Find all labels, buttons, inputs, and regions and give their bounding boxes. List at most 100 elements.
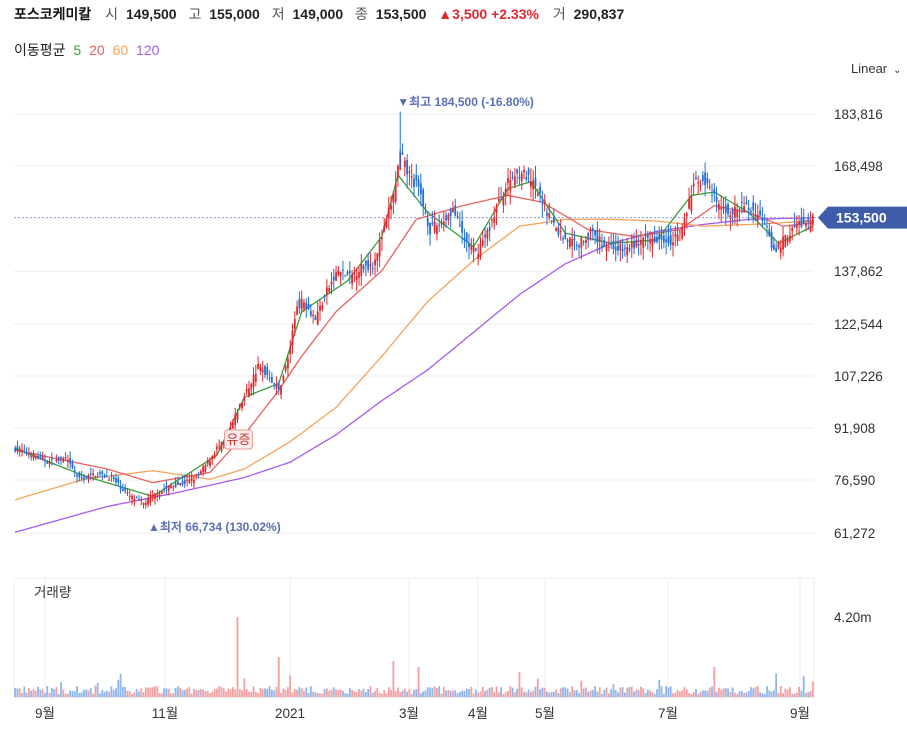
candle-body: [186, 479, 188, 481]
ma60-label[interactable]: 60: [112, 42, 129, 58]
volume-bar: [736, 693, 739, 697]
volume-bar: [454, 690, 457, 697]
candle-body: [752, 202, 755, 211]
candle-body: [463, 238, 466, 240]
candle-body: [204, 465, 207, 472]
candle-body: [429, 223, 431, 235]
candle-body: [685, 213, 688, 217]
volume-bar: [248, 692, 250, 697]
volume-bar: [557, 693, 560, 697]
volume-bar: [176, 686, 179, 697]
scale-select[interactable]: Linear ⌄: [851, 61, 902, 76]
candle-body: [738, 209, 741, 211]
x-tick-label: 4월: [468, 706, 488, 721]
volume-bar: [633, 691, 635, 697]
volume-bar: [704, 690, 707, 697]
event-marker: [223, 429, 253, 450]
volume-bar: [594, 686, 596, 697]
volume-bar: [229, 689, 232, 697]
volume-bar: [431, 688, 434, 697]
candle-body: [539, 186, 541, 194]
volume-bar: [199, 689, 202, 697]
candle-body: [87, 475, 90, 479]
candle-body: [568, 237, 571, 247]
low-label: 저: [271, 6, 285, 22]
volume-bar: [676, 689, 679, 697]
volume-bar: [280, 693, 282, 697]
volume-bar: [479, 691, 482, 697]
volume-bar: [607, 693, 610, 697]
candle-body: [94, 476, 97, 478]
candle-body: [348, 270, 351, 274]
volume-bar: [254, 691, 257, 697]
open-value: 149,500: [125, 6, 177, 22]
volume-bar: [218, 686, 221, 697]
candle-body: [85, 475, 88, 478]
candle-body: [805, 223, 807, 226]
volume-bar: [564, 687, 567, 697]
volume-bar: [220, 687, 223, 697]
candle-body: [465, 232, 468, 242]
volume-bar: [170, 693, 172, 697]
candle-body: [39, 456, 42, 458]
candle-body: [525, 176, 528, 180]
ma5-label[interactable]: 5: [73, 42, 82, 58]
volume-bar: [598, 687, 601, 697]
x-tick-label: 2021: [275, 706, 305, 721]
volume-bar: [351, 689, 354, 697]
candle-body: [364, 260, 367, 266]
candle-body: [807, 218, 810, 223]
y-tick-label: 183,816: [834, 107, 883, 122]
volume-bar: [392, 661, 395, 697]
volume-bar: [713, 667, 716, 697]
volume-bar: [699, 692, 702, 697]
candle-body: [149, 496, 152, 503]
candle-body: [126, 492, 129, 494]
volume-bar: [376, 688, 379, 697]
candle-body: [477, 254, 480, 259]
candle-body: [30, 455, 33, 457]
volume-bar: [30, 690, 33, 697]
candle-body: [387, 207, 390, 219]
volume-bar: [94, 685, 97, 697]
candle-body: [99, 472, 101, 475]
volume-bar: [692, 692, 695, 697]
current-price-badge: [818, 206, 907, 229]
candle-body: [681, 227, 684, 239]
candle-body: [743, 206, 745, 212]
volume-bar: [596, 691, 599, 697]
candle-body: [562, 238, 564, 240]
volume-bar: [722, 688, 725, 697]
volume-bar: [287, 687, 289, 697]
candle-body: [484, 234, 486, 238]
candle-body: [378, 239, 381, 257]
volume-tick-label: 4.20m: [834, 610, 872, 625]
low-annotation: ▲최저 66,734 (130.02%): [148, 519, 281, 534]
ma120-label[interactable]: 120: [136, 42, 160, 58]
volume-bar: [534, 686, 537, 697]
candle-body: [195, 475, 198, 477]
candle-body: [37, 455, 39, 459]
annotations: ▼최고 184,500 (-16.80%) ▲최저 66,734 (130.02%…: [14, 94, 907, 534]
volume-bar: [738, 691, 741, 697]
candle-body: [640, 240, 642, 245]
volume-bar: [642, 688, 645, 697]
candle-body: [635, 240, 638, 247]
candle-body: [229, 428, 232, 431]
volume-bar: [605, 687, 608, 697]
volume-bar: [96, 682, 99, 697]
volume-bar: [630, 686, 633, 697]
volume-bar: [18, 688, 21, 697]
volume-bar: [580, 680, 583, 697]
volume-bar: [504, 692, 507, 697]
volume-bar: [64, 693, 67, 697]
volume-bar: [410, 693, 413, 697]
candle-body: [397, 165, 399, 178]
volume-bar: [743, 693, 745, 697]
volume-bar: [243, 678, 246, 697]
x-tick-label: 9월: [35, 706, 55, 721]
x-tick-label: 7월: [658, 706, 678, 721]
volume-bar: [71, 690, 74, 697]
ma20-label[interactable]: 20: [89, 42, 105, 58]
